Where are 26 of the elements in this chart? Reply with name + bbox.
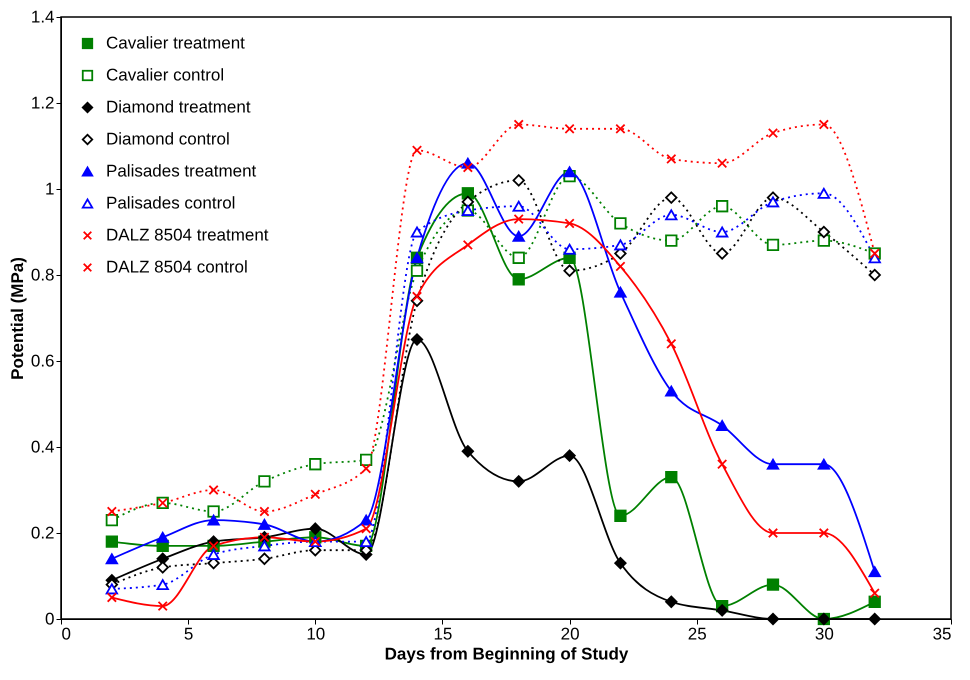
legend-label: DALZ 8504 treatment — [106, 226, 269, 244]
y-axis-title: Potential (MPa) — [8, 257, 27, 380]
x-tick-label: 20 — [560, 624, 580, 644]
y-tick-label: 1.2 — [30, 94, 54, 112]
x-tick-label: 25 — [688, 624, 707, 644]
legend-label: Palisades treatment — [106, 162, 257, 180]
x-tick-label: 30 — [814, 624, 834, 644]
legend-label: Diamond control — [106, 130, 230, 148]
x-tick-label: 0 — [62, 624, 71, 644]
x-axis-title: Days from Beginning of Study — [384, 644, 629, 664]
legend-label: Cavalier control — [106, 66, 224, 84]
x-tick-label: 15 — [433, 624, 452, 644]
y-tick-label: 0.6 — [30, 352, 54, 370]
x-tick-label: 10 — [306, 624, 326, 644]
y-tick-label: 0 — [45, 610, 54, 628]
y-tick-label: 1.4 — [30, 8, 54, 26]
legend-label: Cavalier treatment — [106, 34, 246, 52]
y-tick-label: 0.2 — [30, 524, 54, 542]
y-tick-label: 0.8 — [30, 266, 54, 284]
x-tick-label: 35 — [932, 624, 952, 644]
y-tick-label: 1 — [45, 180, 54, 198]
x-tick-label: 5 — [184, 624, 194, 644]
legend-label: Diamond treatment — [106, 98, 251, 116]
legend-label: Palisades control — [106, 194, 236, 212]
y-tick-label: 0.4 — [30, 438, 54, 456]
legend-label: DALZ 8504 control — [106, 258, 248, 276]
